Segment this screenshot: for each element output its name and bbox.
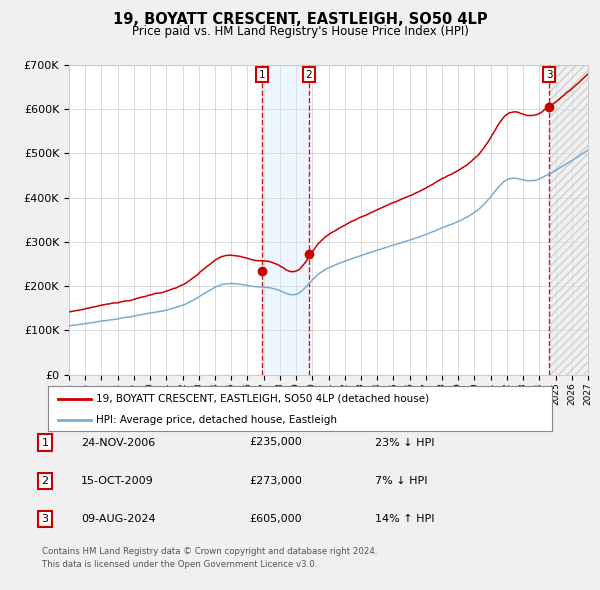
Text: Price paid vs. HM Land Registry's House Price Index (HPI): Price paid vs. HM Land Registry's House …	[131, 25, 469, 38]
Text: 15-OCT-2009: 15-OCT-2009	[81, 476, 154, 486]
Text: 7% ↓ HPI: 7% ↓ HPI	[375, 476, 427, 486]
Text: £273,000: £273,000	[249, 476, 302, 486]
Text: HPI: Average price, detached house, Eastleigh: HPI: Average price, detached house, East…	[96, 415, 337, 425]
Text: 2: 2	[305, 70, 312, 80]
Text: 19, BOYATT CRESCENT, EASTLEIGH, SO50 4LP: 19, BOYATT CRESCENT, EASTLEIGH, SO50 4LP	[113, 12, 487, 27]
Bar	[262, 65, 309, 375]
Text: 1: 1	[41, 438, 49, 447]
Text: Contains HM Land Registry data © Crown copyright and database right 2024.: Contains HM Land Registry data © Crown c…	[42, 547, 377, 556]
Text: 2: 2	[41, 476, 49, 486]
Text: £235,000: £235,000	[249, 438, 302, 447]
Text: 24-NOV-2006: 24-NOV-2006	[81, 438, 155, 447]
Text: 1: 1	[259, 70, 265, 80]
Bar	[549, 65, 588, 375]
Text: 3: 3	[41, 514, 49, 524]
Text: 23% ↓ HPI: 23% ↓ HPI	[375, 438, 434, 447]
Text: 09-AUG-2024: 09-AUG-2024	[81, 514, 155, 524]
Text: 14% ↑ HPI: 14% ↑ HPI	[375, 514, 434, 524]
Text: £605,000: £605,000	[249, 514, 302, 524]
Text: 19, BOYATT CRESCENT, EASTLEIGH, SO50 4LP (detached house): 19, BOYATT CRESCENT, EASTLEIGH, SO50 4LP…	[96, 394, 429, 404]
Text: 3: 3	[546, 70, 553, 80]
Text: This data is licensed under the Open Government Licence v3.0.: This data is licensed under the Open Gov…	[42, 560, 317, 569]
